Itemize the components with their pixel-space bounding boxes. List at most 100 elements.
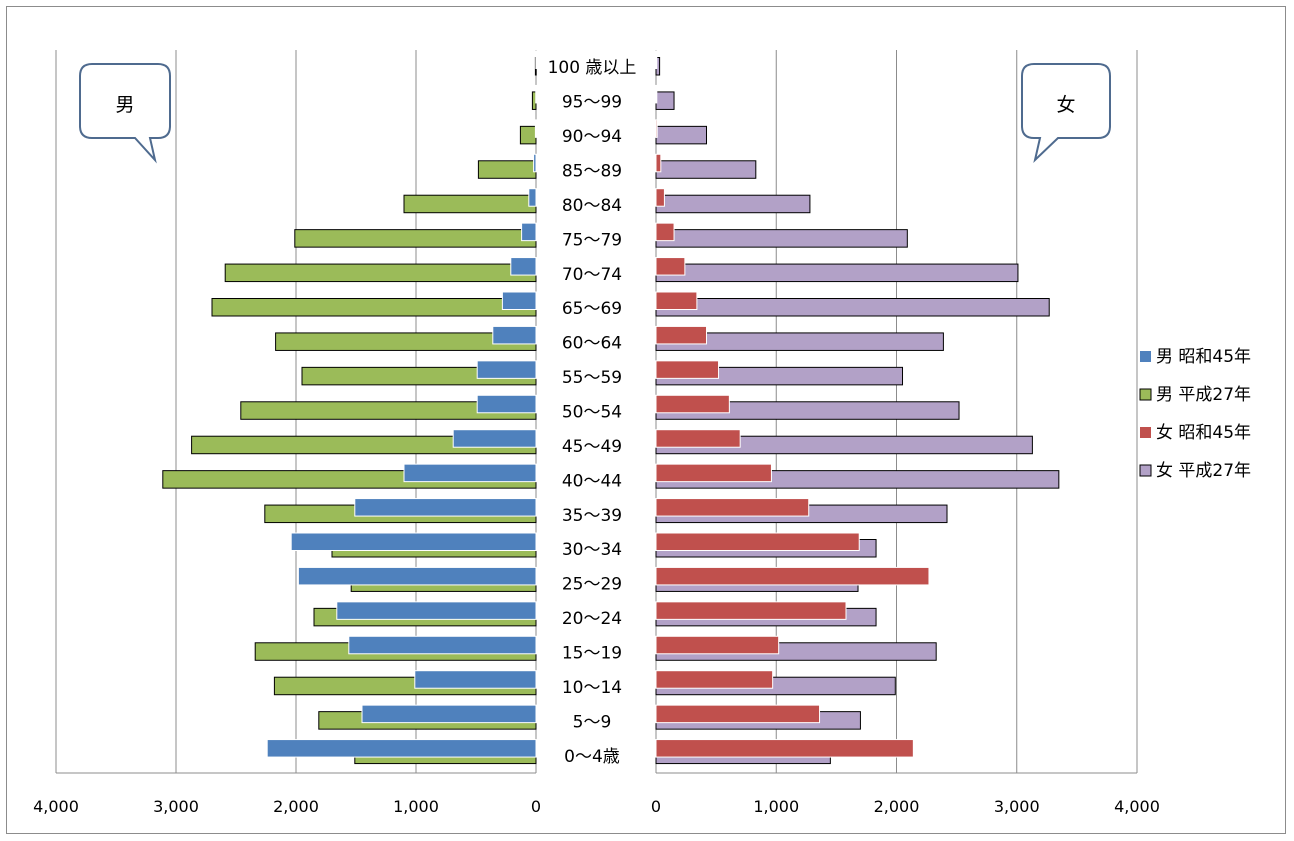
category-label: 5〜9 xyxy=(573,712,612,732)
bar-right-s45 xyxy=(655,153,662,173)
legend-swatch xyxy=(1140,427,1151,438)
bar-right-s45 xyxy=(655,188,665,207)
callout-male: 男 xyxy=(79,63,171,164)
bar-left-s45 xyxy=(501,291,537,310)
bar-left-s45 xyxy=(528,188,537,207)
x-tick-label-left: 4,000 xyxy=(33,797,79,816)
bar-right-h27 xyxy=(655,229,908,248)
category-label: 15〜19 xyxy=(562,644,622,664)
category-label: 0〜4歳 xyxy=(564,747,620,767)
bar-right-h27 xyxy=(655,298,1050,317)
x-tick-label-left: 3,000 xyxy=(153,797,199,816)
callout-female-shape xyxy=(1021,63,1111,164)
bar-left-s45 xyxy=(348,635,537,655)
bar-left-h27 xyxy=(403,194,537,214)
category-label: 35〜39 xyxy=(562,506,622,526)
legend-swatch xyxy=(1139,388,1152,401)
category-label: 40〜44 xyxy=(562,471,622,491)
x-tick-label-right: 3,000 xyxy=(994,797,1040,816)
bar-left-s45 xyxy=(336,601,537,620)
bar-left-s45 xyxy=(476,360,537,379)
category-label: 75〜79 xyxy=(562,230,622,250)
callout-male-label: 男 xyxy=(115,94,134,116)
legend-item: 男 昭和45年 xyxy=(1140,347,1251,367)
bar-right-s45 xyxy=(655,222,675,242)
legend-label: 女 昭和45年 xyxy=(1156,423,1251,443)
callout-female: 女 xyxy=(1021,63,1111,164)
bar-left-s45 xyxy=(354,498,537,517)
callout-female-label: 女 xyxy=(1056,94,1075,116)
bar-left-h27 xyxy=(224,263,537,283)
x-tick-label-right: 2,000 xyxy=(874,797,920,816)
bar-left-s45 xyxy=(521,222,537,242)
bar-right-h27 xyxy=(655,160,757,179)
bar-left-s45 xyxy=(452,429,537,448)
legend-swatch xyxy=(1140,351,1151,362)
bar-left-s45 xyxy=(492,325,537,345)
bar-right-s45 xyxy=(655,257,686,276)
bar-left-s45 xyxy=(414,670,537,689)
category-label: 60〜64 xyxy=(562,334,622,354)
bar-left-s45 xyxy=(534,119,537,138)
bar-right-s45 xyxy=(655,739,914,758)
category-label: 90〜94 xyxy=(562,127,622,147)
bar-right-h27 xyxy=(655,263,1019,283)
callouts: 男 女 xyxy=(79,63,1111,164)
bar-left-h27 xyxy=(477,160,537,179)
bar-right-s45 xyxy=(655,394,730,414)
legend-item: 男 平成27年 xyxy=(1139,385,1251,405)
x-tick-label-left: 1,000 xyxy=(393,797,439,816)
bar-left-s45 xyxy=(535,50,538,69)
chart-frame xyxy=(6,6,1286,834)
bar-right-s45 xyxy=(655,670,774,689)
bar-right-h27 xyxy=(655,194,811,214)
callout-male-shape xyxy=(79,63,171,164)
bar-left-h27 xyxy=(211,298,537,317)
category-label: 65〜69 xyxy=(562,299,622,319)
category-label: 95〜99 xyxy=(562,93,622,113)
bar-right-s45 xyxy=(655,532,860,551)
x-tick-labels: 4,000 3,000 2,000 1,000 0 0 1,000 2,000 3,000 4,0… xyxy=(33,797,1160,816)
bar-right-s45 xyxy=(655,704,821,724)
legend-label: 男 平成27年 xyxy=(1156,385,1251,405)
category-label: 85〜89 xyxy=(562,162,622,182)
bar-left-s45 xyxy=(476,394,537,414)
x-tick-label-right: 1,000 xyxy=(753,797,799,816)
bar-right-h27 xyxy=(655,125,708,145)
legend-swatch xyxy=(1139,464,1152,477)
bar-right-s45 xyxy=(655,635,780,655)
bar-right-s45 xyxy=(655,291,698,310)
x-tick-label-right: 0 xyxy=(651,797,661,816)
bar-right-s45 xyxy=(655,429,741,448)
x-tick-label-left: 0 xyxy=(531,797,541,816)
bar-left-h27 xyxy=(294,229,537,248)
legend-item: 女 平成27年 xyxy=(1139,461,1251,481)
category-labels: 0〜4歳 5〜9 10〜14 15〜19 20〜24 25〜29 30〜34 35〜39 40〜… xyxy=(548,58,637,767)
legend-item: 女 昭和45年 xyxy=(1140,423,1251,443)
category-label: 50〜54 xyxy=(562,403,622,423)
bar-right-h27 xyxy=(655,91,675,110)
category-label: 70〜74 xyxy=(562,265,622,285)
bar-left-s45 xyxy=(361,704,537,724)
bar-right-s45 xyxy=(655,463,772,483)
legend-label: 女 平成27年 xyxy=(1156,461,1251,481)
category-label: 30〜34 xyxy=(562,540,622,560)
bar-right-s45 xyxy=(655,566,930,586)
bar-left-h27 xyxy=(519,125,537,145)
category-label: 80〜84 xyxy=(562,196,622,216)
category-label: 100 歳以上 xyxy=(548,58,637,78)
bar-right-s45 xyxy=(655,119,658,138)
x-tick-label-right: 4,000 xyxy=(1114,797,1160,816)
bar-right-s45 xyxy=(655,498,810,517)
bar-left-s45 xyxy=(290,532,537,551)
bars xyxy=(162,50,1060,765)
category-label: 10〜14 xyxy=(562,678,622,698)
bar-left-s45 xyxy=(535,84,538,104)
bar-left-s45 xyxy=(266,739,537,758)
category-label: 25〜29 xyxy=(562,575,622,595)
category-label: 45〜49 xyxy=(562,437,622,457)
legend-label: 男 昭和45年 xyxy=(1156,347,1251,367)
bar-right-s45 xyxy=(655,601,847,620)
